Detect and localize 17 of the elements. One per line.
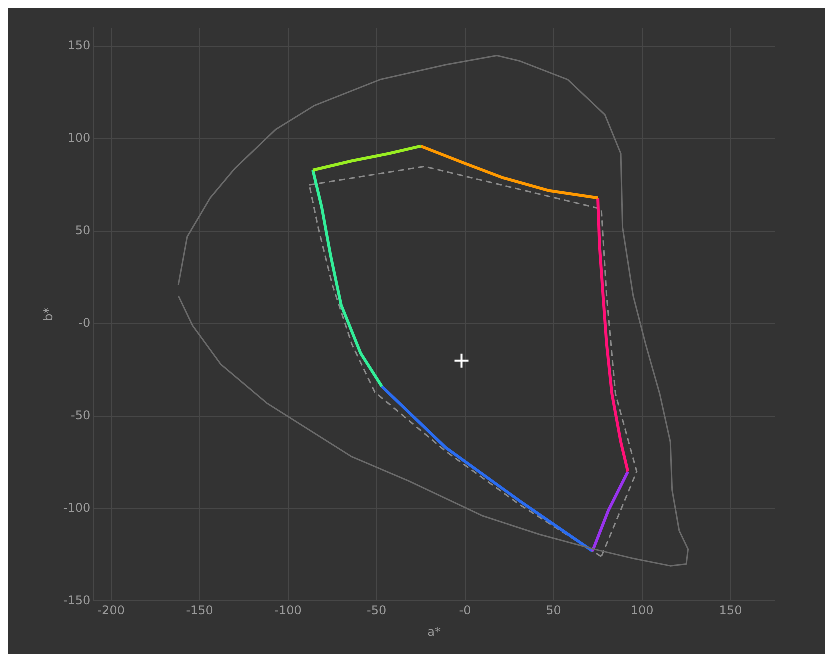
y-tick-label: -50 bbox=[71, 408, 91, 422]
x-axis-title: a* bbox=[428, 624, 441, 639]
x-tick-label: 50 bbox=[546, 604, 562, 618]
x-tick-label: -0 bbox=[459, 604, 472, 618]
x-tick-label: -50 bbox=[366, 604, 387, 618]
x-tick-label: -200 bbox=[98, 604, 125, 618]
x-tick-label: -100 bbox=[274, 604, 302, 618]
y-tick-label: -100 bbox=[63, 500, 91, 515]
x-tick-label: 150 bbox=[719, 604, 742, 618]
y-axis-title: b* bbox=[41, 308, 56, 322]
y-tick-label: 50 bbox=[75, 224, 91, 238]
x-tick-label: 100 bbox=[630, 604, 654, 618]
y-tick-label: -0 bbox=[78, 316, 91, 330]
x-tick-label: -150 bbox=[186, 604, 214, 618]
y-tick-label: 150 bbox=[68, 38, 91, 53]
y-tick-label: 100 bbox=[68, 131, 91, 146]
y-tick-label: -150 bbox=[63, 593, 91, 608]
